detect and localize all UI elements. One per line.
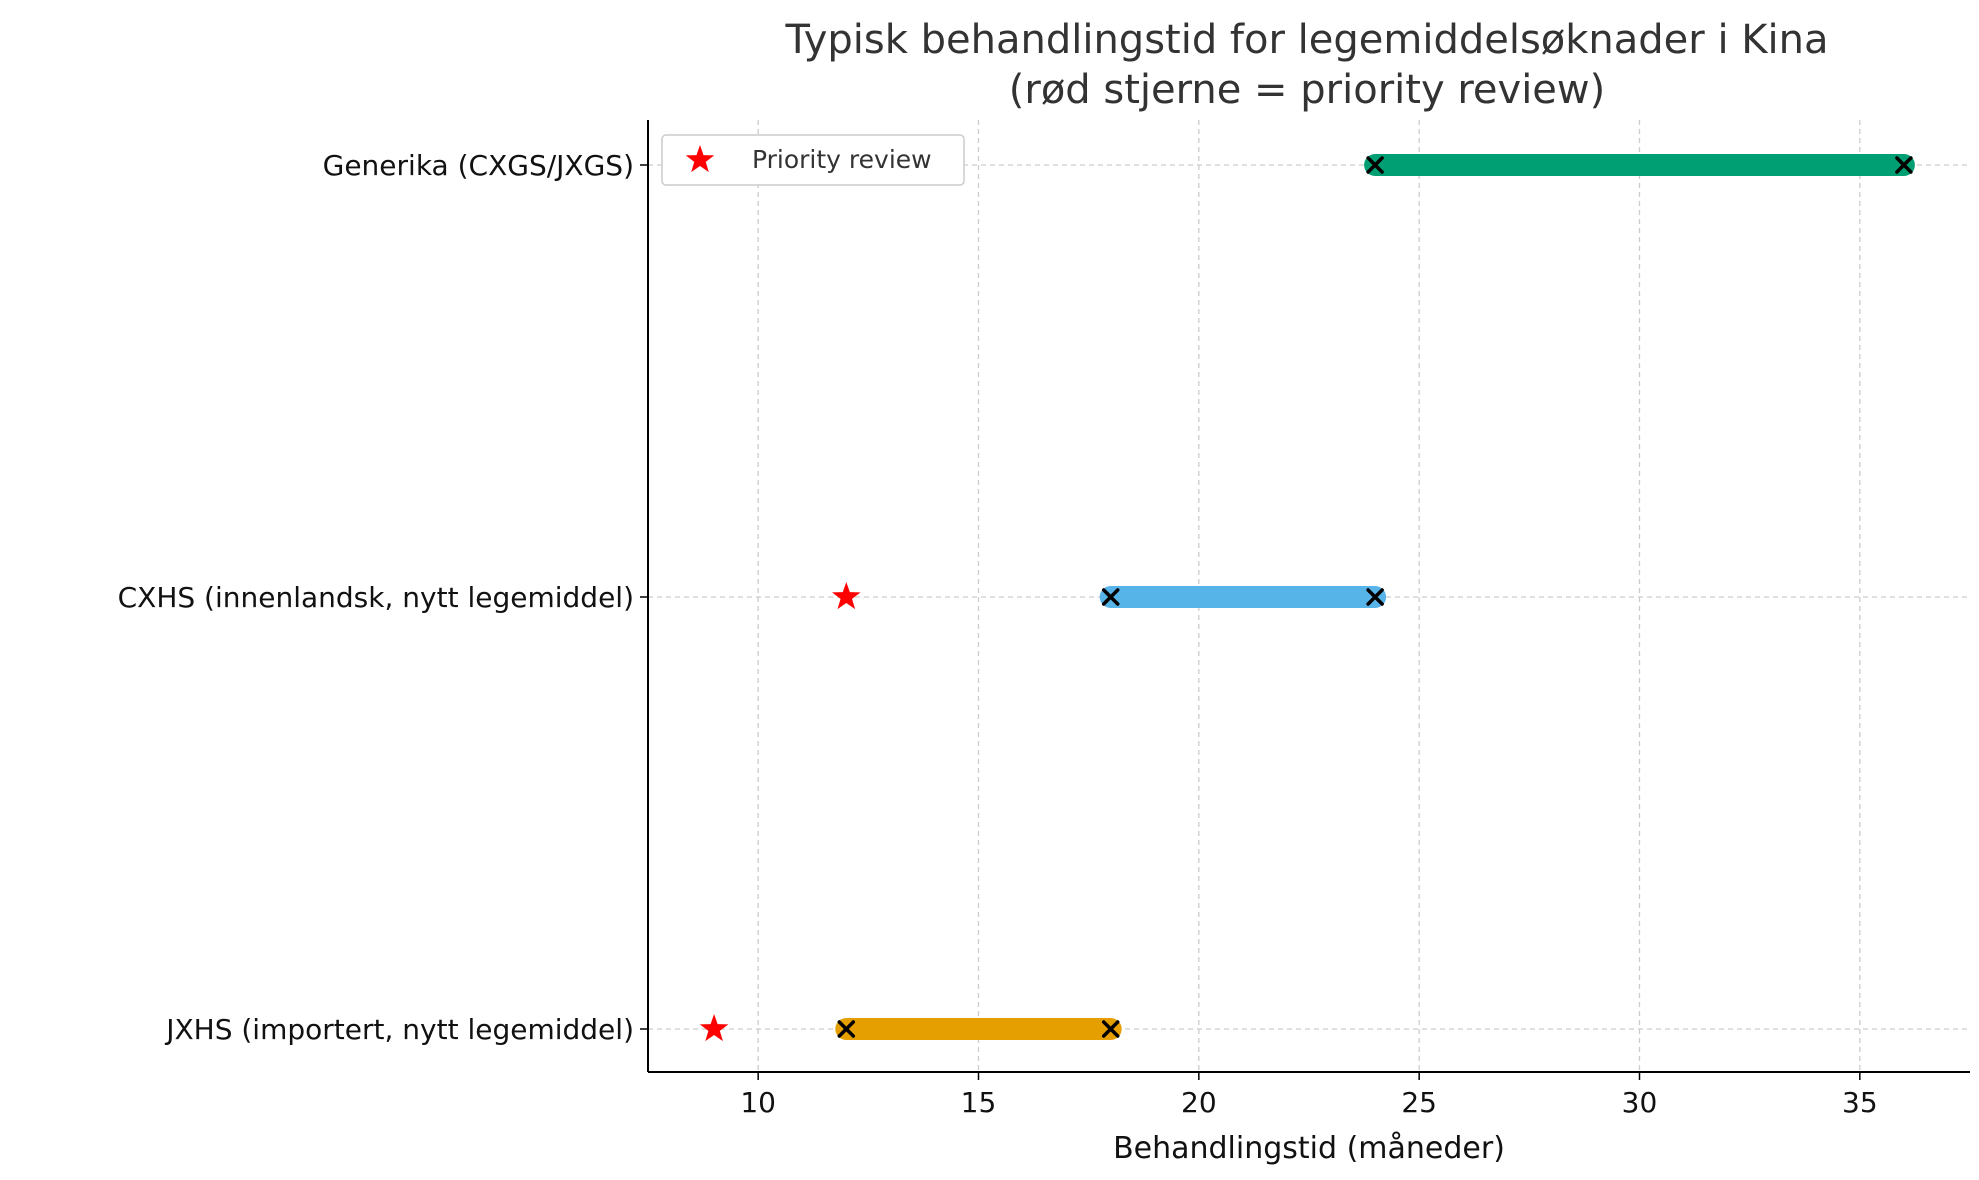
legend-star-icon <box>685 145 715 173</box>
markers <box>699 156 1913 1042</box>
range-bars <box>835 154 1915 1040</box>
y-tick-label-0: JXHS (importert, nytt legemiddel) <box>164 1013 634 1046</box>
x-tick-label-15: 15 <box>961 1086 997 1119</box>
x-tick-label-10: 10 <box>740 1086 776 1119</box>
priority-review-star-0 <box>699 1014 729 1042</box>
range-start-marker-2 <box>1366 156 1384 174</box>
priority-review-star-1 <box>832 582 861 610</box>
range-end-marker-2 <box>1895 156 1913 174</box>
x-tick-label-30: 30 <box>1622 1086 1658 1119</box>
legend-box <box>661 134 965 186</box>
range-start-marker-0 <box>837 1020 856 1038</box>
range-start-marker-1 <box>1101 588 1120 606</box>
y-tick-label-1: CXHS (innenlandsk, nytt legemiddel) <box>118 581 634 614</box>
y-ticks: JXHS (importert, nytt legemiddel) CXHS (i… <box>118 149 648 1046</box>
x-ticks: 10 15 20 25 30 35 <box>740 1072 1878 1119</box>
range-end-marker-0 <box>1101 1020 1120 1038</box>
chart-title-line-1: Typisk behandlingstid for legemiddelsøkn… <box>785 17 1829 63</box>
range-end-marker-1 <box>1366 588 1384 606</box>
x-tick-label-35: 35 <box>1842 1086 1878 1119</box>
legend: Priority review <box>661 134 965 186</box>
x-tick-label-20: 20 <box>1181 1086 1217 1119</box>
x-axis-label: Behandlingstid (måneder) <box>1113 1131 1505 1166</box>
x-tick-label-25: 25 <box>1401 1086 1437 1119</box>
y-tick-label-2: Generika (CXGS/JXGS) <box>323 149 634 182</box>
chart-title-line-2: (rød stjerne = priority review) <box>1009 67 1605 113</box>
legend-label-priority-review: Priority review <box>752 145 932 174</box>
